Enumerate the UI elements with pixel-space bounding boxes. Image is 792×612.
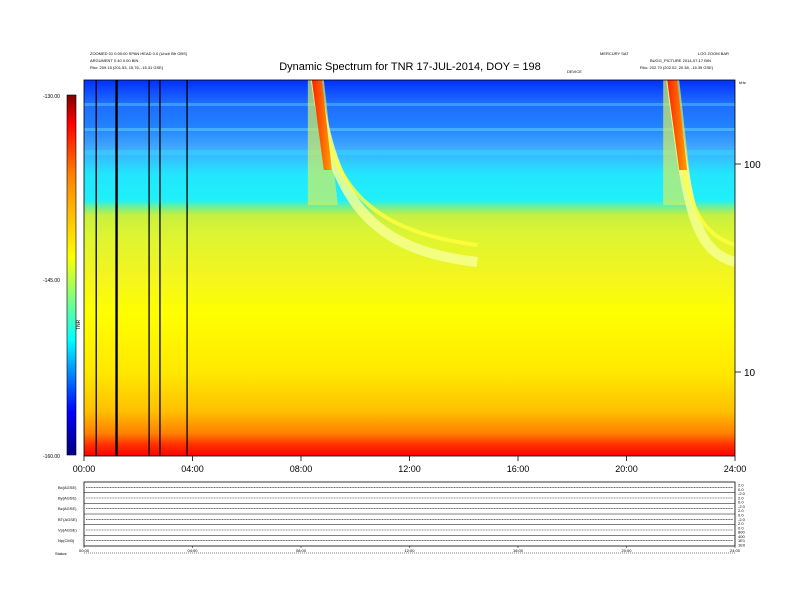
panel-right-tick: 2.0 [738,483,744,488]
panel-x-tick-label: 00:00 [79,548,90,553]
header-right-line-2: Rho: 202.70 (202.02, 20.38, -15.39 GSE) [640,65,714,70]
panel-x-tick-label: 12:00 [404,548,415,553]
header-center-small: MERCURY SAT [600,51,629,56]
x-tick-label: 04:00 [181,464,204,474]
x-tick-label: 00:00 [73,464,96,474]
burst-onset [667,80,688,170]
panel-right-tick: 800 [738,530,745,535]
panel-x-tick-label: 24:00 [730,548,741,553]
panel-right-tick: 0.0 [738,513,744,518]
chart-title: Dynamic Spectrum for TNR 17-JUL-2014, DO… [279,61,541,73]
panel-x-tick-label: 16:00 [513,548,524,553]
colorbar-tick-mid: -145.00 [43,278,60,284]
header-right-top: LOG ZOOM BAR [698,51,729,56]
panel-right-tick: -2.0 [738,491,746,496]
header-sub-right: DEVICE [567,69,582,74]
x-tick-label: 24:00 [724,464,747,474]
header-left-line-3: Rho: 209.15 (201.53, 15.76, -15.31 GSE) [90,65,164,70]
panel-x-tick-label: 08:00 [296,548,307,553]
panel-label: Bz(AGSE) [58,506,77,511]
panel-x-tick-label: 20:00 [621,548,632,553]
panel-right-tick: 1E0 [738,543,746,548]
colorbar-label: TNR [76,319,82,330]
y-tick-10: 10 [744,368,756,379]
status-label: Status: [55,551,67,556]
x-tick-label: 20:00 [615,464,638,474]
header-right-line-1: BUGG_PICTURE 2014-07-17 BIN [650,58,711,63]
y-tick-100: 100 [744,160,761,171]
x-tick-label: 08:00 [290,464,313,474]
header-left-line-2: ARGUMENT 0.40 0.00 BIN [90,58,139,63]
panel-right-tick: 400 [738,534,745,539]
panel-right-tick: -2.0 [738,504,746,509]
frequency-unit: kHz [739,80,746,85]
spectrogram-background [84,80,735,456]
panel-label: BT(AGSE) [58,517,78,522]
panel-right-tick: 0.0 [738,500,744,505]
panel-right-tick: 2.0 [738,495,744,500]
colorbar-tick-top: -130.00 [43,94,60,100]
panel-label: Np(CM3) [58,538,75,543]
panel-right-tick: 0.0 [738,525,744,530]
panel-right-tick: 2.0 [738,521,744,526]
panel-label: Bx(AGSE) [58,485,77,490]
spectrogram-band [84,150,735,155]
panel-right-tick: 0.0 [738,487,744,492]
spectrogram-band [84,128,735,131]
panel-right-tick: 2.0 [738,508,744,513]
x-tick-label: 12:00 [398,464,421,474]
burst-onset [311,80,332,170]
panel-right-tick: 1E1 [738,538,746,543]
panel-x-tick-label: 04:00 [187,548,198,553]
header-left-line-1: ZOOMED 01 0:00:00 SPAN HEAD 0.0 (Unclr B… [90,51,188,56]
colorbar-tick-bottom: -160.00 [43,454,60,460]
spectrogram-band [84,103,735,106]
panel-label: Vp(AGSE) [58,528,77,533]
colorbar [66,94,77,456]
x-tick-label: 16:00 [507,464,530,474]
panel-right-tick: -2.0 [738,517,746,522]
panel-label: By(AGSE) [58,496,77,501]
